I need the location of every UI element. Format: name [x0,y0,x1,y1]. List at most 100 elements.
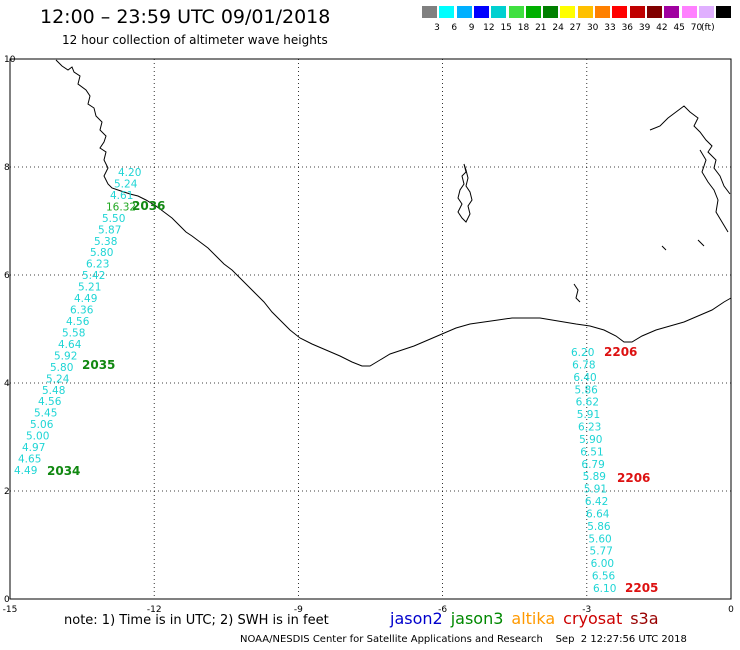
colorbar-swatch [543,6,559,18]
colorbar-swatch [473,6,489,18]
credit-line: NOAA/NESDIS Center for Satellite Applica… [240,634,687,645]
wave-height-label: 6.79 [581,459,604,471]
east-track: 6.206.786.405.866.625.916.235.906.516.79… [571,345,658,595]
wave-height-label: 6.78 [572,359,595,371]
wave-height-label: 5.42 [82,270,105,282]
wave-height-label: 5.06 [30,419,54,431]
wave-height-label: 4.61 [110,190,133,202]
x-tick-label: -6 [438,605,447,615]
colorbar-swatch [664,6,680,18]
wave-height-label: 6.62 [576,397,599,409]
colorbar-tick: 33 [604,23,616,33]
colorbar-tick: 30 [586,23,599,33]
colorbar-swatch [595,6,610,18]
wave-height-label: 6.64 [586,508,610,520]
wave-height-label: 5.91 [577,409,600,421]
wave-height-label: 4.97 [22,442,45,454]
wave-height-label: 5.90 [579,434,602,446]
footnote: note: 1) Time is in UTC; 2) SWH is in fe… [64,613,329,628]
colorbar-swatch [491,6,507,18]
colorbar-tick: 24 [552,23,564,33]
wave-height-label: 4.49 [14,465,37,477]
colorbar-unit: (ft) [701,23,715,33]
y-tick-label: 4 [4,379,10,389]
wave-height-label: 6.00 [591,558,614,570]
colorbar-tick: 42 [656,23,668,33]
x-tick-label: -9 [294,605,303,615]
wave-height-label: 6.36 [70,305,94,317]
y-tick-label: 10 [4,55,16,65]
wave-height-label: 6.51 [580,446,603,458]
wave-height-label: 6.56 [592,571,616,583]
coastline-islet [573,283,581,303]
colorbar-swatch [422,6,437,18]
pass-time-label: 2206 [604,345,637,359]
wave-height-label: 5.58 [62,327,85,339]
wave-height-label: 6.23 [578,422,601,434]
colorbar-tick: 70 [690,23,703,33]
y-tick-label: 8 [4,163,10,173]
y-axis-labels: 0 2 4 6 8 10 [4,55,16,605]
wave-height-label: 5.24 [46,373,70,385]
colorbar-swatch [681,6,697,18]
wave-height-label: 5.87 [98,224,121,236]
coastline-northeast [649,105,731,251]
legend-entry-jason3: jason3 [450,609,504,628]
pass-time-label: 2205 [625,581,658,595]
pass-time-label: 2035 [82,358,115,372]
wave-height-label: 5.45 [34,408,57,420]
wave-height-label: 6.20 [571,347,594,359]
colorbar-tick: 39 [638,23,651,33]
grid-lines [9,58,732,600]
colorbar-tick: 15 [500,23,512,33]
wave-height-label: 4.56 [38,396,62,408]
wave-height-label: 5.86 [574,384,598,396]
wave-height-label: 5.21 [78,282,101,294]
x-tick-label: -12 [147,605,162,615]
colorbar-tick: 36 [621,23,634,33]
map-title: 12:00 – 23:59 UTC 09/01/2018 [40,6,331,28]
colorbar-swatch [629,6,645,18]
y-tick-label: 0 [4,595,10,605]
legend-entry-s3a: s3a [630,609,659,628]
satellite-legend: jason2 jason3 altika cryosat s3a [390,609,667,628]
wave-height-label: 5.00 [26,431,49,443]
colorbar-swatch [612,6,628,18]
wave-height-label: 5.80 [90,247,113,259]
pass-time-label: 2206 [617,471,650,485]
colorbar-tick: 3 [434,23,440,33]
wave-height-label: 6.23 [86,259,109,271]
colorbar-swatch [508,6,524,18]
x-axis-labels: -15 -12 -9 -6 -3 0 [3,605,734,615]
wave-height-label: 5.48 [42,385,65,397]
wave-height-label: 6.42 [585,496,608,508]
colorbar-swatch [560,6,576,18]
colorbar-tick: 9 [468,23,475,33]
x-tick-label: -3 [582,605,591,615]
colorbar-swatch [525,6,541,18]
wave-height-label: 4.64 [58,339,82,351]
wave-height-label: 4.20 [118,167,141,179]
wave-height-label: 4.49 [74,293,97,305]
colorbar-tick: 12 [483,23,495,33]
wave-height-label: 4.65 [18,454,41,466]
colorbar-tick: 45 [673,23,685,33]
wave-height-label: 5.86 [587,521,611,533]
map-frame [9,58,732,600]
colorbar-tick: 21 [535,23,547,33]
wave-height-label: 4.56 [66,316,90,328]
colorbar-swatch [577,6,593,18]
y-tick-label: 2 [4,487,10,497]
colorbar-swatch [698,6,714,18]
y-tick-label: 6 [4,271,10,281]
wave-height-label: 6.40 [573,372,596,384]
west-track: 4.205.244.6116.325.505.875.385.806.235.4… [14,167,165,478]
coastline-main [55,59,732,367]
wave-height-label: 16.32 [106,201,136,213]
wave-height-label: 5.91 [584,484,607,496]
colorbar-tick: 27 [569,23,582,33]
legend-entry-altika: altika [511,609,556,628]
wave-height-label: 5.38 [94,236,117,248]
pass-time-label: 2034 [47,464,80,478]
